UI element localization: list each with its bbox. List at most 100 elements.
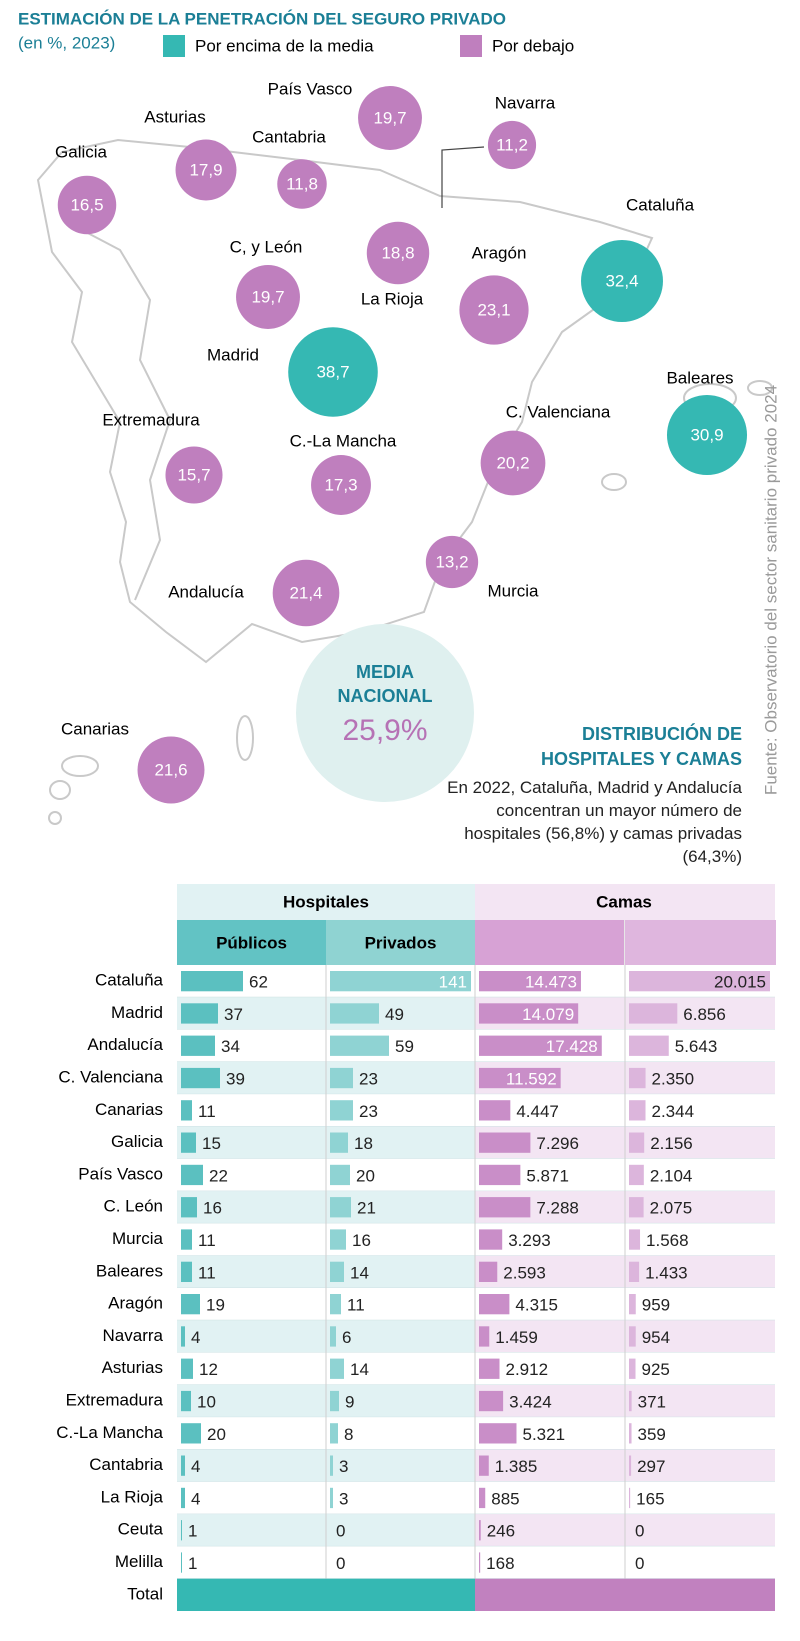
bar (629, 1487, 631, 1509)
bar-value: 21 (357, 1199, 376, 1218)
bar (181, 1261, 192, 1282)
region-name: La Rioja (361, 289, 424, 308)
bar (629, 1455, 632, 1476)
bar-value: 3 (339, 1457, 348, 1476)
bar (330, 1164, 350, 1186)
column-header: Públicos (216, 933, 287, 952)
bar (479, 1520, 481, 1541)
bar (479, 1229, 503, 1250)
bar (479, 1100, 511, 1121)
bar (330, 1261, 344, 1282)
bar-value: 246 (487, 1522, 515, 1541)
bar (479, 1164, 521, 1186)
bar (330, 1132, 348, 1153)
mean: MEDIA NACIONAL 25,9% (296, 660, 474, 748)
region-value: 17,9 (189, 160, 222, 179)
region-bubble (666, 394, 748, 476)
bar (330, 1003, 379, 1024)
region-bubble (57, 175, 117, 235)
bar (330, 1229, 346, 1250)
bar (479, 1294, 510, 1315)
island (601, 473, 627, 491)
region-name: Navarra (495, 93, 556, 112)
group-header: Hospitales (283, 892, 369, 911)
row-label: Madrid (111, 1003, 163, 1022)
navarra-leader (441, 146, 485, 208)
row-label: Aragón (108, 1294, 163, 1313)
column-header-bg (475, 920, 624, 965)
row-label: C. León (103, 1197, 163, 1216)
region-bubble (165, 446, 223, 504)
bar (479, 1035, 602, 1056)
bar-value: 6 (342, 1328, 351, 1347)
bar-value: 5.871 (526, 1166, 569, 1185)
island (236, 715, 254, 761)
region-name: Andalucía (168, 582, 244, 601)
bar-value: 19 (206, 1296, 225, 1315)
bar-value: 0 (635, 1554, 644, 1573)
mean-value: 25,9% (342, 714, 428, 747)
bar (181, 1487, 185, 1509)
bar (330, 1487, 333, 1509)
bar-value: 8 (344, 1425, 353, 1444)
bar-value: 2.912 (506, 1360, 549, 1379)
bar-value: 925 (642, 1360, 670, 1379)
bar (181, 1197, 197, 1218)
legend-label: Por debajo (492, 36, 574, 55)
region-bubble (175, 139, 237, 201)
bar-value: 359 (638, 1425, 666, 1444)
bar-value: 49 (385, 1005, 404, 1024)
bar (181, 1132, 196, 1153)
bar-value: 11 (347, 1296, 365, 1315)
region-name: Aragón (472, 243, 527, 262)
row-label: Extremadura (66, 1391, 164, 1410)
bar (330, 1197, 351, 1218)
bar-value: 2.344 (652, 1102, 695, 1121)
distribution-text: DISTRIBUCIÓN DE HOSPITALES Y CAMAS En 20… (422, 722, 742, 868)
row-label: Cantabria (89, 1455, 163, 1474)
bar-value: 0 (635, 1522, 644, 1541)
bar-value: 37 (224, 1005, 243, 1024)
region-value: 11,2 (496, 135, 528, 154)
row-label: La Rioja (101, 1487, 164, 1506)
bar (629, 1229, 641, 1250)
row-label: Galicia (111, 1132, 164, 1151)
bar (479, 971, 581, 992)
row-label: Asturias (102, 1358, 163, 1377)
bar-value: 12 (199, 1360, 218, 1379)
bar (479, 1487, 486, 1509)
row-label: Navarra (103, 1326, 164, 1345)
row-label: Ceuta (118, 1520, 164, 1539)
bar-value: 9 (345, 1393, 354, 1412)
bar-value: 10 (197, 1393, 216, 1412)
group-header: Camas (596, 892, 652, 911)
bar-value: 165 (636, 1489, 664, 1508)
bar-value: 0 (336, 1554, 345, 1573)
bar-value: 14.079 (522, 1005, 574, 1024)
region-bubble (487, 120, 537, 170)
region-bubble (311, 455, 371, 515)
bar (479, 1067, 561, 1089)
bar (479, 1003, 579, 1024)
bar-value: 168 (486, 1554, 514, 1573)
bar (181, 1326, 185, 1347)
bar (629, 1003, 678, 1024)
row-label: Canarias (95, 1100, 163, 1119)
region-name: Murcia (487, 581, 539, 600)
bar-value: 7.288 (536, 1199, 579, 1218)
region-value: 17,3 (324, 475, 357, 494)
region-bubble (581, 240, 663, 322)
bar-value: 2.593 (503, 1263, 546, 1282)
bar (181, 1067, 220, 1089)
bar-value: 59 (395, 1037, 414, 1056)
bar (181, 1455, 185, 1476)
region-bubble (425, 535, 479, 589)
column-header: Privados (365, 933, 437, 952)
region-name: Cantabria (252, 127, 326, 146)
bar (629, 1423, 632, 1444)
bar (330, 1294, 341, 1315)
bar-value: 34 (221, 1037, 240, 1056)
bar (330, 1035, 389, 1056)
region-bubble (366, 221, 430, 285)
